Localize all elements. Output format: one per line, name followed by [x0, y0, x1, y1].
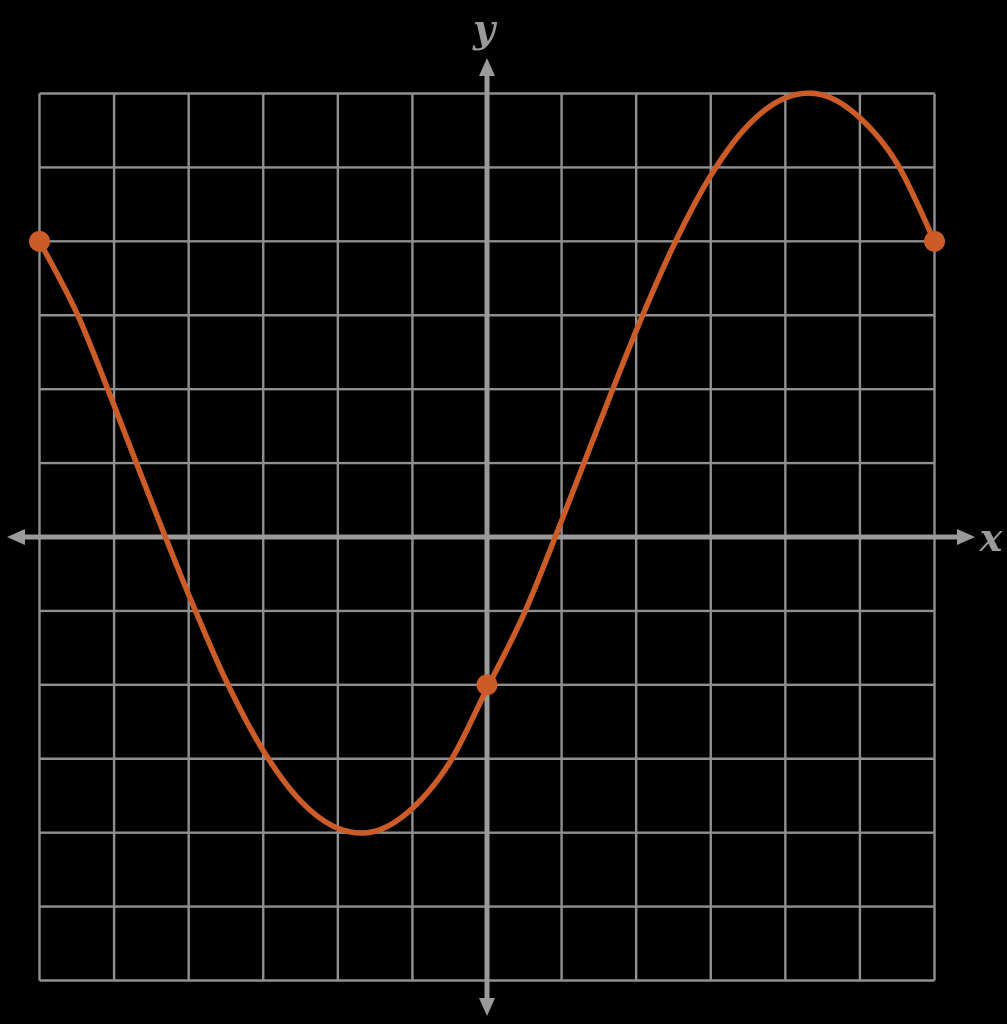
- x-axis-right-arrow-icon: [957, 529, 975, 545]
- curve-point-marker: [29, 230, 50, 252]
- x-axis-label: x: [979, 515, 1004, 560]
- y-axis-top-arrow-icon: [479, 58, 495, 76]
- y-axis-bottom-arrow-icon: [479, 998, 495, 1016]
- points-layer: [29, 230, 945, 696]
- y-axis-label: y: [472, 6, 498, 51]
- curve-point-marker: [924, 230, 945, 252]
- x-axis-left-arrow-icon: [7, 529, 25, 545]
- curve-point-marker: [476, 674, 498, 696]
- axes-layer: [7, 58, 975, 1016]
